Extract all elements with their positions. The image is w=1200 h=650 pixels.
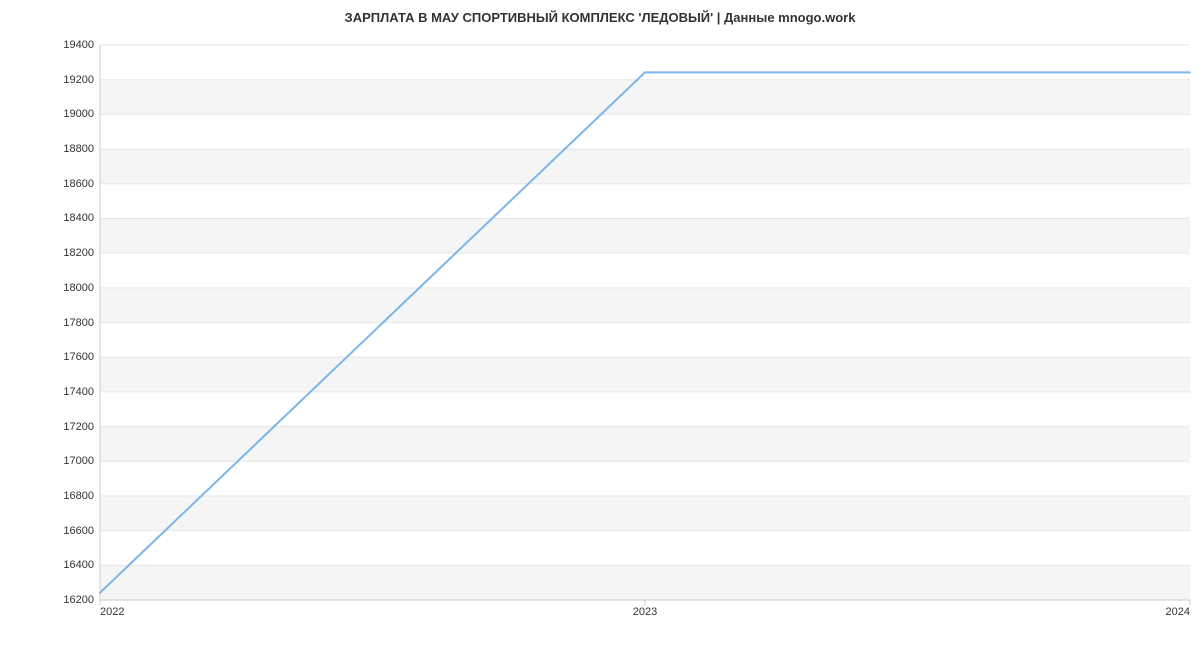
grid-band [100, 218, 1190, 253]
grid-band [100, 114, 1190, 149]
x-tick-label: 2022 [100, 600, 124, 618]
y-tick-label: 19400 [63, 39, 100, 51]
grid-band [100, 149, 1190, 184]
grid-band [100, 461, 1190, 496]
y-tick-label: 18800 [63, 143, 100, 155]
y-tick-label: 17200 [63, 421, 100, 433]
y-tick-label: 16400 [63, 559, 100, 571]
y-tick-label: 19200 [63, 74, 100, 86]
x-tick-label: 2024 [1166, 600, 1190, 618]
y-tick-label: 17000 [63, 455, 100, 467]
chart-svg [100, 45, 1190, 600]
grid-band [100, 496, 1190, 531]
y-tick-label: 16600 [63, 525, 100, 537]
y-tick-label: 18600 [63, 178, 100, 190]
grid-band [100, 323, 1190, 358]
chart-title: ЗАРПЛАТА В МАУ СПОРТИВНЫЙ КОМПЛЕКС 'ЛЕДО… [0, 10, 1200, 25]
grid-band [100, 288, 1190, 323]
plot-area: 2022202320241620016400166001680017000172… [100, 45, 1190, 600]
y-tick-label: 16800 [63, 490, 100, 502]
y-tick-label: 19000 [63, 108, 100, 120]
grid-band [100, 531, 1190, 566]
y-tick-label: 18400 [63, 212, 100, 224]
grid-band [100, 357, 1190, 392]
grid-band [100, 80, 1190, 115]
y-tick-label: 18000 [63, 282, 100, 294]
y-tick-label: 17600 [63, 351, 100, 363]
grid-band [100, 253, 1190, 288]
grid-band [100, 427, 1190, 462]
y-tick-label: 16200 [63, 594, 100, 606]
x-tick-label: 2023 [633, 600, 657, 618]
y-tick-label: 17800 [63, 317, 100, 329]
y-tick-label: 18200 [63, 247, 100, 259]
y-tick-label: 17400 [63, 386, 100, 398]
grid-band [100, 565, 1190, 600]
grid-band [100, 45, 1190, 80]
grid-band [100, 392, 1190, 427]
line-chart: ЗАРПЛАТА В МАУ СПОРТИВНЫЙ КОМПЛЕКС 'ЛЕДО… [0, 0, 1200, 650]
grid-band [100, 184, 1190, 219]
